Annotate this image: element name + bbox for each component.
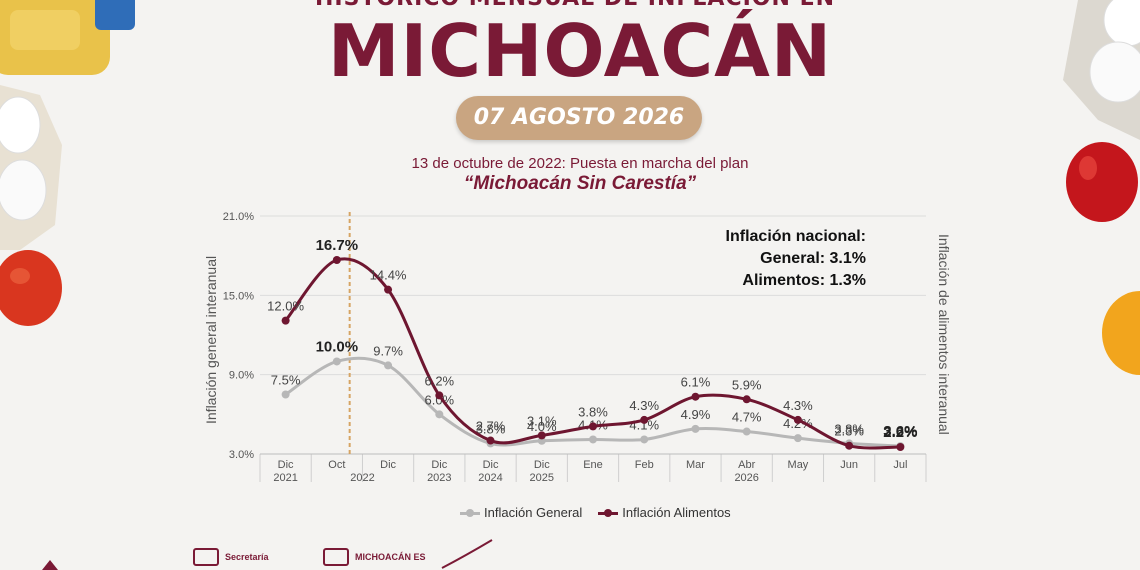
chart-legend: Inflación General Inflación Alimentos: [460, 505, 731, 520]
footer-emblem-left-icon: [42, 560, 58, 570]
legend-label-general: Inflación General: [484, 505, 583, 520]
orange-right-decoration: [1102, 291, 1140, 375]
page-title: MICHOACÁN: [327, 9, 833, 93]
data-label-general: 3.8%: [834, 421, 864, 436]
data-point-food: [537, 431, 546, 440]
national-food: Alimentos: 1.3%: [742, 272, 866, 289]
data-point-food: [486, 436, 495, 445]
legend-item-food: Inflación Alimentos: [598, 505, 731, 520]
data-label-food: 16.7%: [316, 237, 359, 254]
data-label-general: 4.7%: [732, 410, 762, 425]
x-tick-label: Oct: [328, 459, 345, 471]
x-tick-label: Dic: [380, 459, 396, 471]
x-tick-label: Dic: [431, 459, 447, 471]
data-label-food: 2.7%: [476, 419, 506, 434]
x-tick-year-label: 2024: [478, 472, 502, 484]
apple-right-decoration: [1066, 142, 1138, 222]
x-tick-label: Feb: [635, 459, 654, 471]
michoacan-emblem-icon: [323, 548, 349, 566]
data-point-general: [691, 424, 700, 433]
legend-swatch-general: [460, 507, 480, 519]
data-point-general: [384, 361, 393, 370]
footer-swoosh-icon: [441, 539, 493, 569]
data-point-food: [589, 422, 597, 431]
y-tick-label: 3.0%: [229, 449, 254, 461]
x-tick-label: May: [788, 459, 809, 471]
x-tick-label: Dic: [534, 459, 550, 471]
data-point-general: [435, 410, 444, 419]
data-point-general: [589, 435, 597, 444]
x-tick-year-label: 2023: [427, 472, 451, 484]
x-tick-label: Dic: [483, 459, 499, 471]
data-label-general: 3.6%: [883, 423, 917, 440]
x-tick-year-label: 2026: [734, 472, 758, 484]
data-label-food: 4.3%: [783, 398, 813, 413]
partial-heading: HISTÓRICO MENSUAL DE INFLACIÓN EN: [310, 0, 840, 11]
data-point-food: [281, 316, 290, 325]
data-point-food: [896, 443, 905, 451]
footer-logo-michoacan-text: MICHOACÁN ES: [355, 552, 426, 562]
x-tick-label: Abr: [738, 459, 755, 471]
data-label-general: 3.8%: [476, 421, 506, 436]
secretaria-emblem-icon: [193, 548, 219, 566]
legend-swatch-food: [598, 507, 619, 519]
legend-item-general: Inflación General: [460, 505, 582, 520]
data-point-food: [742, 395, 751, 404]
x-group-year-label: 2022: [350, 472, 374, 484]
data-point-food: [435, 391, 444, 400]
data-point-food: [691, 392, 700, 401]
data-point-food: [384, 285, 393, 294]
data-label-general: 9.7%: [373, 343, 403, 358]
data-point-food: [640, 415, 649, 424]
legend-label-food: Inflación Alimentos: [622, 505, 731, 520]
eggs-right-decoration: [1063, 0, 1140, 140]
data-point-general: [281, 390, 290, 399]
national-inflation-box: Inflación nacional: General: 3.1% Alimen…: [690, 226, 866, 292]
data-point-food: [845, 441, 854, 450]
data-point-food: [793, 415, 802, 424]
data-label-food: 5.9%: [732, 377, 762, 392]
x-tick-year-label: 2021: [273, 472, 297, 484]
plan-note: 13 de octubre de 2022: Puesta en marcha …: [411, 155, 749, 172]
data-point-general: [742, 427, 751, 436]
x-tick-year-label: 2025: [530, 472, 554, 484]
data-label-food: 4.3%: [629, 398, 659, 413]
data-label-food: 6.1%: [681, 375, 711, 390]
data-point-general: [640, 435, 649, 444]
data-label-food: 3.1%: [527, 413, 557, 428]
data-label-food: 6.2%: [424, 373, 454, 388]
x-tick-label: Dic: [278, 459, 294, 471]
x-tick-label: Jul: [893, 459, 907, 471]
data-label-general: 4.9%: [681, 407, 711, 422]
data-label-general: 4.0%: [527, 419, 557, 434]
footer-logo-secretaria: Secretaría: [193, 548, 269, 566]
footer-logo-secretaria-text: Secretaría: [225, 552, 269, 562]
y-tick-label: 9.0%: [229, 370, 254, 382]
data-point-food: [332, 256, 341, 264]
x-tick-label: Mar: [686, 459, 705, 471]
data-label-food: 14.4%: [370, 268, 407, 283]
data-label-general: 10.0%: [316, 338, 359, 355]
data-label-food: 12.0%: [267, 299, 304, 314]
date-badge: 07 AGOSTO 2026: [456, 96, 702, 140]
x-tick-label: Ene: [583, 459, 603, 471]
footer-logo-michoacan: MICHOACÁN ES: [323, 548, 426, 566]
data-label-food: 3.8%: [578, 404, 608, 419]
data-point-general: [793, 434, 802, 443]
national-general: General: 3.1%: [760, 250, 866, 267]
plan-name: “Michoacán Sin Carestía”: [463, 173, 697, 194]
data-label-general: 7.5%: [271, 373, 301, 388]
y-tick-label: 21.0%: [223, 211, 254, 223]
national-heading: Inflación nacional:: [725, 228, 866, 245]
data-label-food: 2.2%: [883, 424, 917, 441]
data-point-general: [332, 357, 341, 366]
y-tick-label: 15.0%: [223, 290, 254, 302]
eggs-left-decoration: [0, 85, 62, 250]
x-tick-label: Jun: [840, 459, 858, 471]
tomato-left-decoration: [0, 250, 62, 326]
data-label-food: 2.3%: [834, 424, 864, 439]
oil-bottle-decoration: [0, 0, 135, 75]
